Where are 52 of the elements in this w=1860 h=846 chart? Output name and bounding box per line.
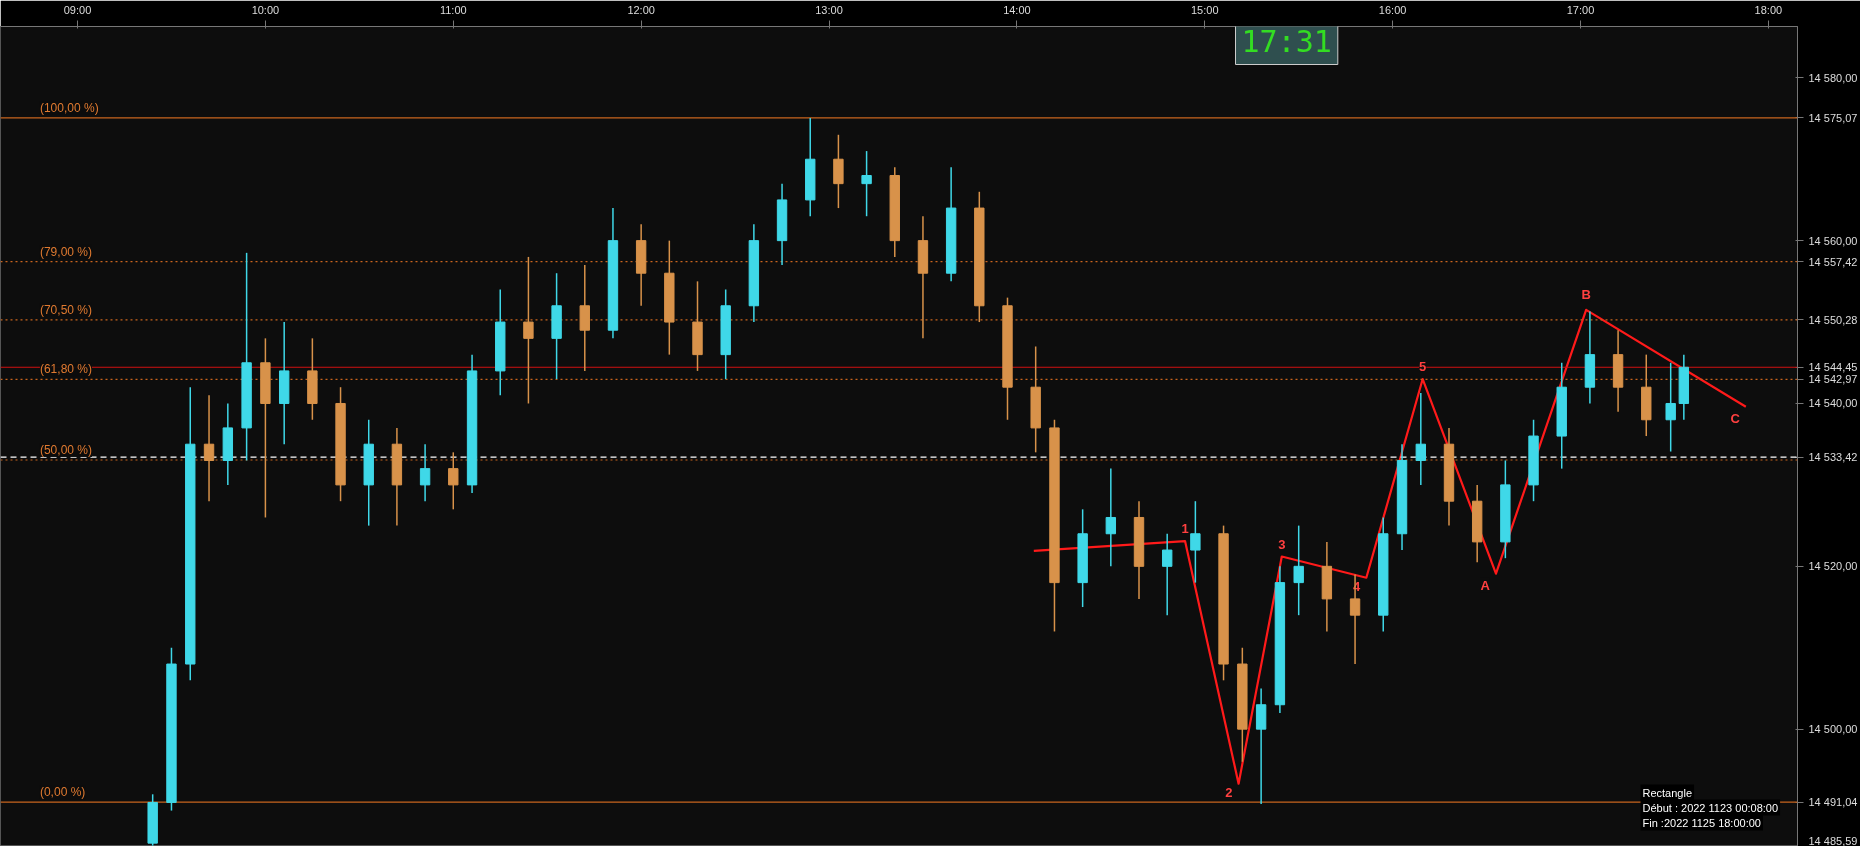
annotation: (0,00 %) <box>39 785 86 800</box>
y-tick-label: 14 520,00 <box>1808 560 1858 573</box>
candlestick <box>1105 467 1117 568</box>
annotation: Fin :2022 1125 18:00:00 <box>1642 816 1761 829</box>
candlestick <box>523 256 534 405</box>
annotation: C <box>1730 410 1741 426</box>
y-tick-label: 14 560,00 <box>1808 234 1858 247</box>
y-tick-label: 14 557,42 <box>1808 255 1858 268</box>
x-tick-label: 18:00 <box>1754 3 1783 16</box>
candlestick <box>419 443 431 502</box>
annotation: A <box>1480 577 1491 593</box>
x-tick-label: 09:00 <box>63 3 92 16</box>
annotation: Début : 2022 1123 00:08:00 <box>1642 801 1779 814</box>
annotation: 5 <box>1419 359 1427 375</box>
annotation: (100,00 %) <box>39 100 99 115</box>
annotation: B <box>1581 286 1591 302</box>
annotation: 3 <box>1278 536 1286 552</box>
x-tick-label: 15:00 <box>1191 3 1219 16</box>
y-tick-label: 14 550,28 <box>1808 313 1858 326</box>
x-tick-label: 11:00 <box>439 3 467 16</box>
line-series <box>1032 308 1747 785</box>
x-tick-label: 10:00 <box>251 3 280 16</box>
candlestick <box>448 451 459 511</box>
candlestick <box>1161 533 1173 616</box>
candlestick <box>1190 500 1201 584</box>
x-tick-label: 12:00 <box>627 3 655 16</box>
y-tick-label: 14 544,45 <box>1808 361 1858 374</box>
y-tick-label: 14 540,00 <box>1808 397 1858 410</box>
annotation: (70,50 %) <box>39 302 92 317</box>
annotation: 17:31 <box>1241 23 1332 59</box>
y-tick-label: 14 542,97 <box>1808 373 1858 386</box>
x-tick-label: 16:00 <box>1378 3 1407 16</box>
y-tick-label: 14 491,04 <box>1808 796 1858 809</box>
annotation: (61,80 %) <box>39 362 92 377</box>
y-tick-label: 14 533,42 <box>1808 451 1858 464</box>
candlestick <box>203 394 215 502</box>
annotation: Rectangle <box>1642 786 1693 799</box>
y-tick-label: 14 580,00 <box>1808 71 1858 84</box>
y-tick-label: 14 500,00 <box>1808 723 1858 736</box>
x-tick-label: 13:00 <box>815 3 843 16</box>
annotation: (79,00 %) <box>39 244 92 259</box>
candlestick <box>1293 524 1304 616</box>
annotation: 1 <box>1181 521 1189 537</box>
annotation: (50,00 %) <box>39 442 92 457</box>
x-tick-label: 17:00 <box>1566 3 1595 16</box>
candlestick <box>1415 392 1427 486</box>
candlestick <box>1665 362 1676 453</box>
y-tick-label: 14 575,07 <box>1808 111 1858 124</box>
x-tick-label: 14:00 <box>1003 3 1031 16</box>
annotation: 2 <box>1225 784 1233 800</box>
y-tick-label: 14 485,59 <box>1808 834 1858 846</box>
candlestick <box>861 150 872 217</box>
